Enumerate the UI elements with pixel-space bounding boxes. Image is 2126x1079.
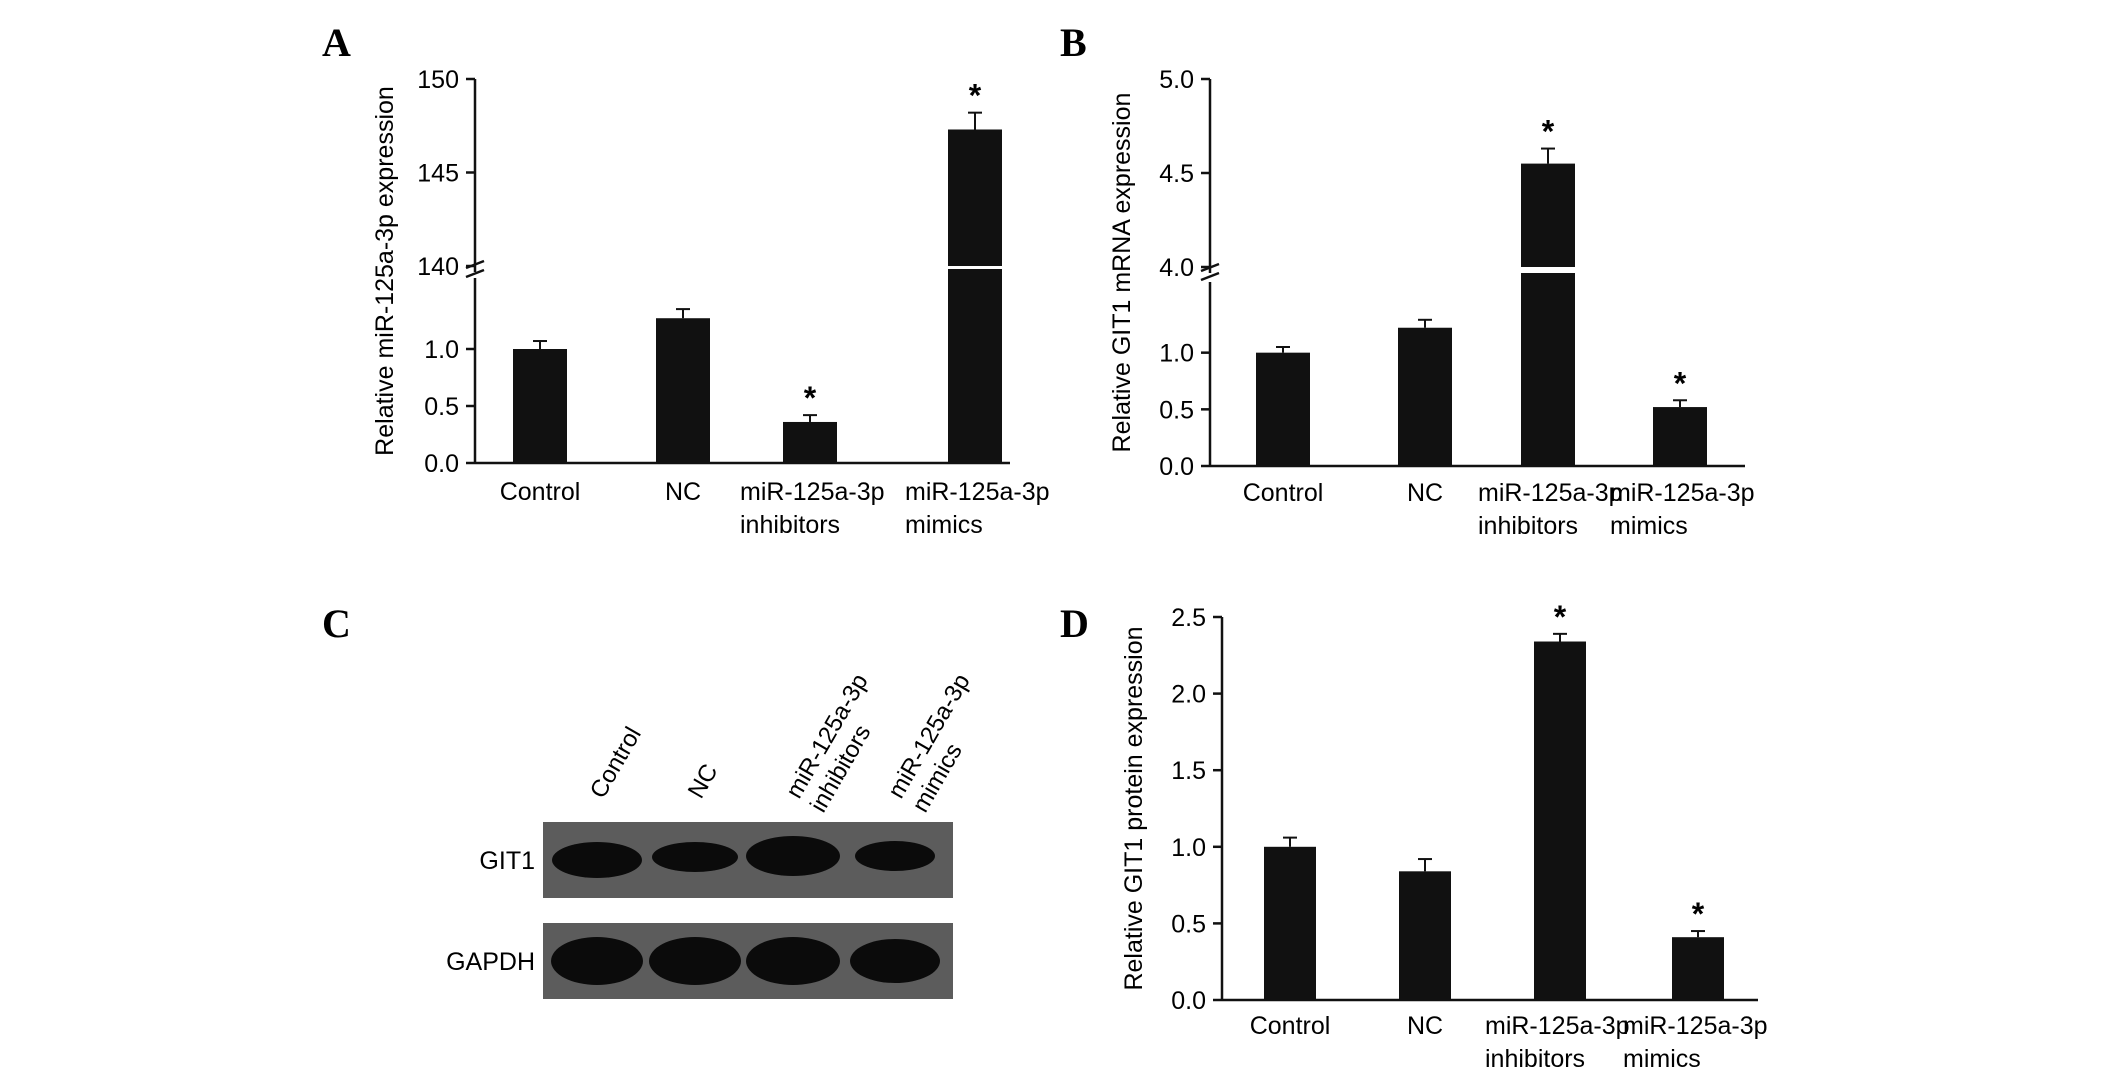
y-tick-label: 0.0 (1159, 453, 1194, 481)
bar (1399, 871, 1451, 1000)
bar (783, 421, 837, 463)
x-category-label: miR-125a-3p (1623, 1012, 1768, 1040)
blot-band (850, 939, 940, 983)
panel-b-chart: B 0.0 0.5 1.0 4.0 4.5 5.0 Relative GIT1 mRNA ex… (1060, 20, 1755, 540)
x-category-label: NC (1407, 1012, 1443, 1040)
axis-break-mark (1200, 271, 1220, 282)
x-category-label: mimics (1610, 512, 1688, 540)
y-tick-label: 5.0 (1159, 66, 1194, 94)
significance-star: * (1674, 365, 1687, 401)
y-tick-label: 0.5 (1159, 396, 1194, 424)
significance-star: * (1692, 896, 1705, 932)
y-tick-label: 1.0 (1171, 834, 1206, 862)
blot-band (746, 937, 840, 985)
blot-row-label: GIT1 (479, 847, 535, 875)
bar (1398, 327, 1452, 466)
panel-letter: B (1060, 20, 1087, 65)
x-category-label: Control (500, 478, 581, 506)
y-tick-label: 0.0 (424, 450, 459, 478)
y-tick-label: 1.0 (424, 336, 459, 364)
panel-letter: C (322, 601, 351, 646)
y-tick-label: 4.5 (1159, 160, 1194, 188)
x-category-label: miR-125a-3p (1485, 1012, 1630, 1040)
lane-label-text: Control (585, 722, 647, 803)
x-category-label: mimics (1623, 1045, 1701, 1073)
y-tick-label: 2.0 (1171, 681, 1206, 709)
blot-band (552, 842, 642, 878)
panel-d-chart: D 0.0 0.5 1.0 1.5 2.0 2.5 Relative GIT1 protein… (1060, 599, 1768, 1073)
blot-band (746, 836, 840, 876)
lane-label: NC (683, 759, 724, 803)
x-category-label: inhibitors (1478, 512, 1578, 540)
x-category-label: miR-125a-3p (905, 478, 1050, 506)
y-axis-label: Relative GIT1 mRNA expression (1108, 93, 1136, 453)
x-category-label: miR-125a-3p (1478, 479, 1623, 507)
x-category-label: mimics (905, 511, 983, 539)
bar-lower (1521, 273, 1575, 466)
panel-letter: D (1060, 601, 1089, 646)
y-tick-label: 0.5 (424, 393, 459, 421)
significance-star: * (804, 380, 817, 416)
lane-label-text: NC (683, 759, 724, 803)
y-tick-label: 0.0 (1171, 987, 1206, 1015)
y-tick-label: 0.5 (1171, 910, 1206, 938)
axis-break-mark (465, 268, 485, 279)
bar (513, 349, 567, 463)
y-tick-label: 1.0 (1159, 340, 1194, 368)
y-tick-label: 140 (417, 253, 459, 281)
bar (1672, 937, 1724, 1000)
y-tick-label: 150 (417, 66, 459, 94)
y-axis-label: Relative miR-125a-3p expression (371, 86, 399, 456)
significance-star: * (1542, 114, 1555, 150)
bar (1534, 641, 1586, 1000)
x-category-label: Control (1243, 479, 1324, 507)
x-category-label: miR-125a-3p (1610, 479, 1755, 507)
y-tick-label: 1.5 (1171, 757, 1206, 785)
significance-star: * (1554, 599, 1567, 635)
blot-band (649, 937, 741, 985)
panel-letter: A (322, 20, 351, 65)
y-tick-label: 145 (417, 160, 459, 188)
x-category-label: NC (665, 478, 701, 506)
lane-label: Control (585, 722, 647, 803)
bar (1653, 407, 1707, 466)
blot-band (551, 937, 643, 985)
significance-star: * (969, 78, 982, 114)
y-axis-label: Relative GIT1 protein expression (1120, 626, 1148, 990)
bar-upper (948, 129, 1002, 266)
bar-upper (1521, 163, 1575, 267)
blot-band (855, 841, 935, 871)
y-tick-label: 2.5 (1171, 604, 1206, 632)
y-tick-label: 4.0 (1159, 254, 1194, 282)
x-category-label: Control (1250, 1012, 1331, 1040)
bar-lower (948, 269, 1002, 463)
x-category-label: NC (1407, 479, 1443, 507)
bar (1264, 846, 1316, 1000)
panel-a-chart: A 0.0 0.5 1.0 140 145 150 Relative miR-125a-3p … (322, 20, 1050, 539)
bar (1256, 352, 1310, 466)
blot-band (652, 842, 738, 872)
x-category-label: inhibitors (1485, 1045, 1585, 1073)
x-category-label: inhibitors (740, 511, 840, 539)
blot-row-label: GAPDH (446, 948, 535, 976)
x-category-label: miR-125a-3p (740, 478, 885, 506)
bar (656, 318, 710, 463)
